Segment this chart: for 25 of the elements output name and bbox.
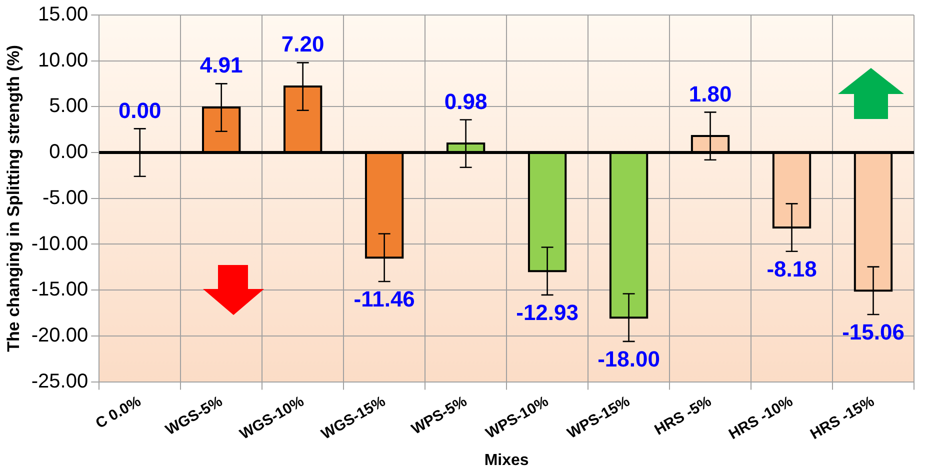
data-label: -18.00 bbox=[598, 346, 660, 372]
x-tick-label: C 0.0% bbox=[92, 392, 144, 432]
y-tick-label: -20.00 bbox=[31, 324, 88, 346]
x-tick-label: HRS -15% bbox=[807, 392, 878, 444]
y-tick-label: -25.00 bbox=[31, 370, 88, 392]
y-axis-title: The changing in Splitting strength (%) bbox=[4, 44, 23, 352]
data-label: 4.91 bbox=[200, 52, 243, 78]
data-label: -15.06 bbox=[842, 320, 904, 345]
data-label: -12.93 bbox=[516, 300, 578, 326]
data-label: 0.98 bbox=[444, 88, 488, 114]
y-tick-label: -10.00 bbox=[31, 232, 88, 255]
x-tick-label: HRS -5% bbox=[652, 392, 714, 439]
y-tick-label: -15.00 bbox=[31, 278, 88, 301]
x-axis-title: Mixes bbox=[484, 452, 529, 469]
y-tick-label: 15.00 bbox=[38, 4, 88, 26]
data-label: -11.46 bbox=[354, 286, 415, 312]
y-tick-label: 0.00 bbox=[49, 141, 88, 164]
data-label: 7.20 bbox=[281, 32, 324, 57]
data-label: 0.00 bbox=[118, 98, 162, 123]
data-label: -8.18 bbox=[766, 256, 817, 282]
x-tick-label: HRS -10% bbox=[726, 392, 796, 444]
y-tick-label: -5.00 bbox=[42, 186, 88, 209]
data-label: 1.80 bbox=[688, 81, 732, 106]
y-tick-label: 10.00 bbox=[38, 49, 88, 72]
y-tick-label: 5.00 bbox=[49, 95, 88, 118]
